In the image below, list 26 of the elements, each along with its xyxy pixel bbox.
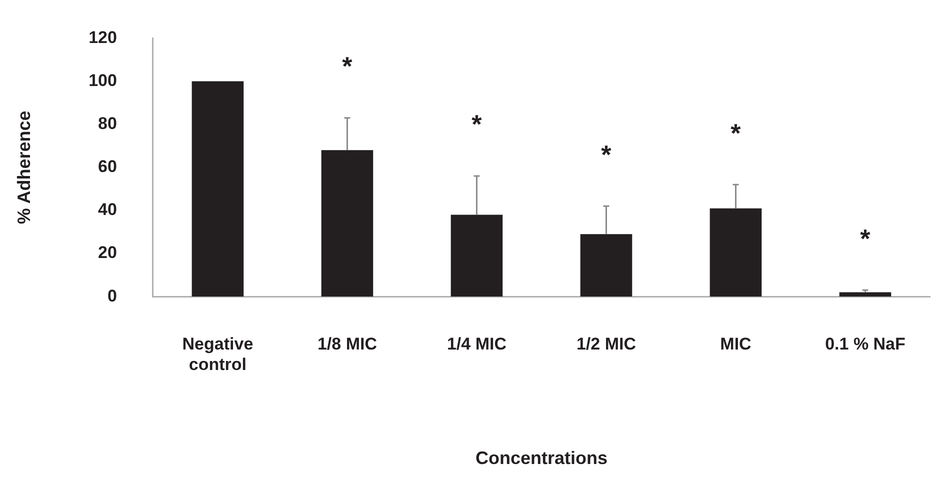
annotation: * <box>342 51 354 82</box>
bar <box>710 208 762 297</box>
y-axis-title: % Adherence <box>14 110 34 224</box>
bar <box>839 292 892 297</box>
annotation: * <box>472 109 483 140</box>
bar <box>192 81 244 297</box>
y-tick-label: 0 <box>107 286 117 306</box>
bar <box>450 214 503 297</box>
y-tick-label: 60 <box>98 157 117 176</box>
bar <box>580 234 632 297</box>
x-tick-label: 1/8 MIC <box>317 334 377 354</box>
x-tick-label: 1/2 MIC <box>576 334 636 354</box>
y-tick-label: 40 <box>98 200 117 220</box>
y-tick-label: 20 <box>98 243 117 262</box>
x-tick-label: 0.1 % NaF <box>825 334 906 354</box>
x-tick-label: MIC <box>720 334 752 354</box>
annotation: * <box>601 139 612 170</box>
x-tick-label: 1/4 MIC <box>446 334 506 354</box>
annotation: * <box>730 118 742 148</box>
x-axis-title: Concentrations <box>475 448 608 468</box>
bar <box>321 150 374 297</box>
y-tick-label: 120 <box>88 28 117 47</box>
x-tick-label: Negative control <box>182 334 254 374</box>
y-tick-label: 100 <box>88 70 117 90</box>
y-tick-label: 80 <box>98 114 117 134</box>
annotation: * <box>860 223 872 254</box>
